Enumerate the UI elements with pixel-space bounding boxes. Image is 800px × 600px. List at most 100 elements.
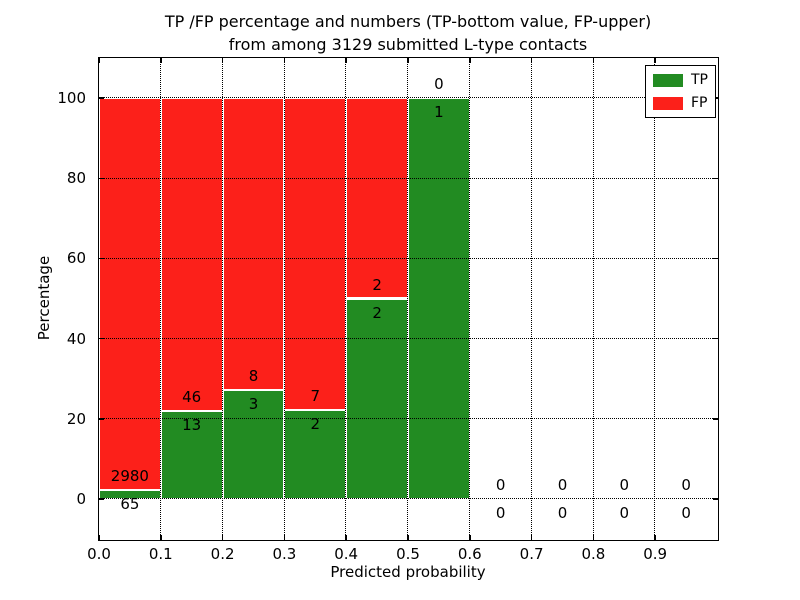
y-tick-label-40: 40: [66, 329, 86, 348]
tick-mark-bottom: [654, 535, 656, 540]
annotation-tp-3: 2: [310, 414, 321, 433]
tick-mark-left: [99, 418, 104, 420]
tick-mark-top: [98, 58, 100, 63]
tick-mark-top: [654, 58, 656, 63]
annotation-tp-9: 0: [681, 503, 691, 522]
tick-mark-right: [713, 257, 718, 260]
tick-mark-bottom: [530, 535, 533, 540]
legend-item-tp: TP: [653, 73, 708, 87]
x-tick-label-0.2: 0.2: [210, 545, 235, 563]
gridline-vertical: [407, 58, 409, 539]
gridline-horizontal: [99, 177, 717, 179]
y-tick-label-80: 80: [66, 169, 86, 188]
tick-mark-bottom: [283, 535, 286, 540]
tick-mark-bottom: [345, 535, 347, 540]
gridline-vertical: [345, 58, 347, 539]
tick-mark-left: [99, 337, 104, 340]
y-tick-label-0: 0: [76, 489, 86, 508]
annotation-fp-2: 8: [248, 366, 259, 385]
y-tick-label-60: 60: [66, 249, 86, 268]
annotation-tp-0: 65: [120, 495, 140, 514]
x-tick-label-0.8: 0.8: [581, 545, 606, 563]
tick-mark-top: [592, 58, 595, 63]
legend-item-fp: FP: [653, 96, 708, 110]
legend-swatch-tp: [653, 73, 683, 87]
tick-mark-right: [713, 418, 718, 420]
x-tick-label-0.5: 0.5: [396, 545, 420, 563]
tick-mark-bottom: [469, 535, 471, 540]
annotation-fp-5: 0: [434, 75, 444, 94]
annotation-fp-0: 2980: [110, 467, 149, 486]
annotation-fp-3: 7: [310, 386, 321, 405]
legend-swatch-fp: [653, 96, 683, 110]
tick-mark-bottom: [221, 535, 224, 540]
annotation-tp-7: 0: [557, 503, 568, 522]
tick-mark-left: [99, 97, 104, 99]
x-axis-label: Predicted probability: [330, 563, 486, 581]
annotation-tp-6: 0: [495, 503, 506, 522]
annotation-fp-7: 0: [557, 475, 568, 494]
chart-title-line1: TP /FP percentage and numbers (TP-bottom…: [164, 12, 652, 31]
tick-mark-right: [713, 498, 718, 500]
x-tick-label-0.9: 0.9: [643, 545, 668, 563]
y-axis-label: Percentage: [35, 255, 53, 341]
annotation-tp-8: 0: [619, 503, 630, 522]
gridline-vertical: [160, 58, 162, 539]
bar-segment-fp-4: [346, 98, 408, 299]
x-tick-label-0.0: 0.0: [87, 545, 111, 563]
gridline-vertical: [283, 58, 285, 539]
tick-mark-top: [160, 58, 162, 63]
legend-label-fp: FP: [691, 95, 708, 111]
annotation-fp-8: 0: [619, 475, 630, 494]
y-tick-label-20: 20: [66, 409, 86, 428]
y-tick-label-100: 100: [57, 89, 86, 108]
tick-mark-top: [345, 58, 347, 63]
gridline-vertical: [592, 58, 594, 539]
tick-mark-left: [99, 257, 104, 260]
bar-segment-tp-2: [222, 389, 285, 499]
bar-segment-fp-2: [222, 98, 285, 390]
bar-segment-tp-4: [346, 298, 408, 499]
gridline-horizontal: [99, 498, 717, 500]
bar-segment-tp-5: [408, 98, 470, 499]
annotation-tp-2: 3: [248, 394, 259, 413]
gridline-horizontal: [99, 97, 717, 99]
x-tick-label-0.3: 0.3: [272, 545, 297, 563]
bar-segment-fp-1: [160, 98, 223, 411]
legend-label-tp: TP: [691, 72, 708, 88]
tick-mark-right: [713, 337, 718, 340]
annotation-fp-1: 46: [182, 387, 202, 406]
annotation-fp-6: 0: [495, 475, 506, 494]
tick-mark-left: [99, 498, 104, 500]
gridline-vertical: [654, 58, 656, 539]
tick-mark-top: [469, 58, 471, 63]
annotation-tp-4: 2: [372, 303, 382, 322]
x-tick-label-0.1: 0.1: [148, 545, 173, 563]
tick-mark-top: [221, 58, 224, 63]
gridline-vertical: [469, 58, 471, 539]
gridline-horizontal: [99, 257, 717, 259]
chart-title-line2: from among 3129 submitted L-type contact…: [228, 35, 588, 54]
tick-mark-bottom: [407, 535, 409, 540]
gridline-horizontal: [99, 337, 717, 339]
plot-area: 2980 65 46 13 8 3 7 2 2 2 0 1 0 0 0 0 0 0 0 0: [98, 57, 719, 541]
tick-mark-bottom: [592, 535, 595, 540]
x-tick-label-0.6: 0.6: [457, 545, 482, 563]
tick-mark-top: [283, 58, 286, 63]
gridline-horizontal: [99, 418, 717, 419]
bar-segment-fp-3: [284, 98, 347, 410]
tick-mark-bottom: [98, 535, 100, 540]
chart-title: TP /FP percentage and numbers (TP-bottom…: [8, 10, 800, 56]
x-tick-label-0.4: 0.4: [334, 545, 359, 563]
annotation-tp-5: 1: [434, 103, 444, 122]
gridline-vertical: [221, 58, 223, 539]
tick-mark-bottom: [160, 535, 162, 540]
tick-mark-top: [407, 58, 409, 63]
annotation-fp-4: 2: [372, 275, 382, 294]
tick-mark-left: [99, 177, 104, 179]
annotation-tp-1: 13: [182, 415, 202, 434]
tick-mark-right: [713, 177, 718, 179]
annotation-fp-9: 0: [681, 475, 691, 494]
legend-box: TP FP: [645, 65, 716, 118]
